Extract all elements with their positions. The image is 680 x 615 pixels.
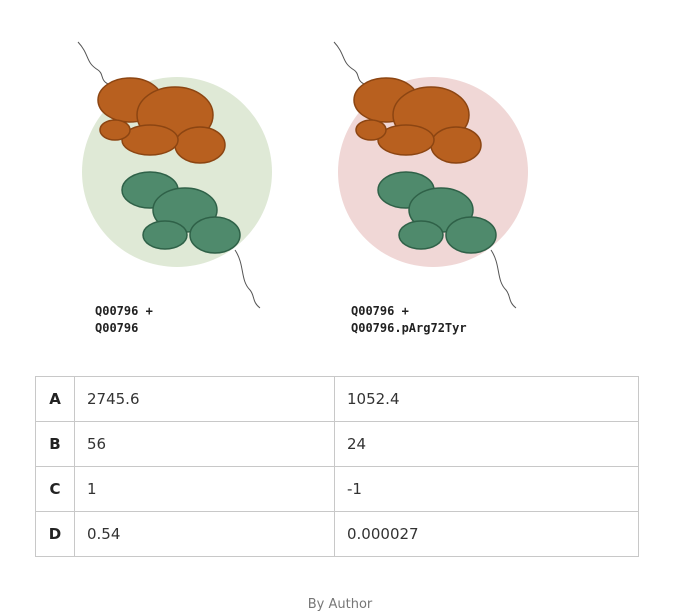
caption-line: Q00796 + [95,304,153,318]
table-cell: 56 [74,421,335,467]
row-label: B [35,421,75,467]
figure-area: Q00796 + Q00796 Q00796 + Q00796.pArg72Ty… [77,41,528,335]
table-cell: 1 [74,466,335,512]
table-cell: 2745.6 [74,376,335,422]
table-cell: -1 [334,466,639,512]
table-cell: 1052.4 [334,376,639,422]
table-row: B 56 24 [35,421,639,467]
table-row: C 1 -1 [35,466,639,512]
row-label: A [35,376,75,422]
caption-line: Q00796.pArg72Tyr [351,321,467,335]
row-label: D [35,511,75,557]
results-table: A 2745.6 1052.4 B 56 24 C 1 -1 D 0.54 0.000027 [35,376,639,557]
caption-line: Q00796 [95,321,138,335]
table-cell: 24 [334,421,639,467]
table-cell: 0.54 [74,511,335,557]
table-cell: 0.000027 [334,511,639,557]
protein-figure-left [77,41,272,309]
row-label: C [35,466,75,512]
table-row: D 0.54 0.000027 [35,511,639,557]
credit: By Author [307,597,373,612]
caption-line: Q00796 + [351,304,409,318]
protein-figure-right [333,41,528,309]
table-row: A 2745.6 1052.4 [35,376,639,422]
